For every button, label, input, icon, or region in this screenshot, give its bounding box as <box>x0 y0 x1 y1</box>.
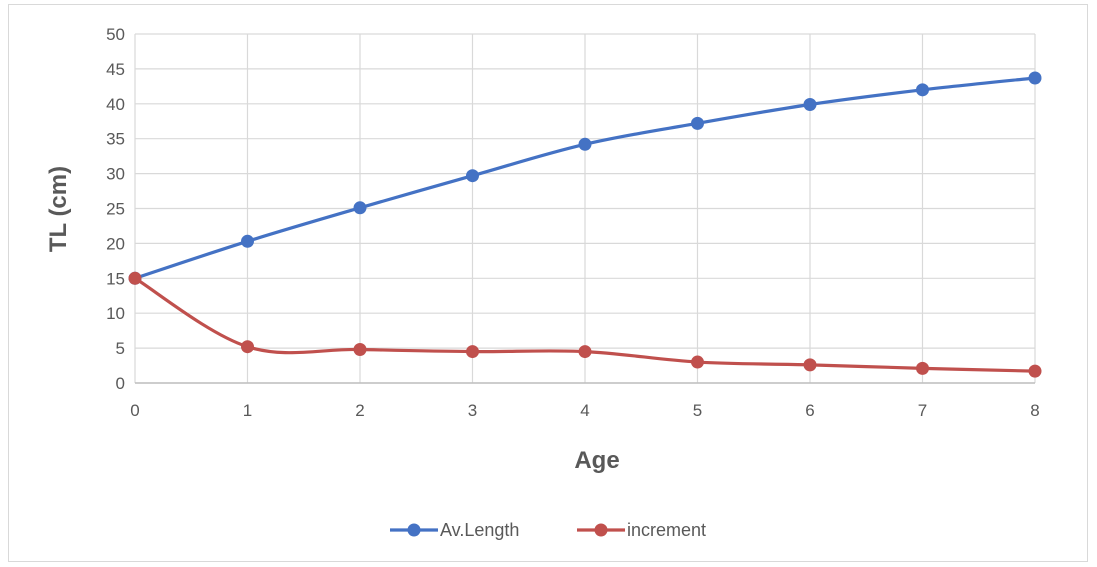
x-tick-label: 3 <box>468 401 477 420</box>
series-av-length <box>128 71 1042 285</box>
data-point <box>241 340 254 354</box>
y-axis-title: TL (cm) <box>45 166 72 252</box>
data-point <box>466 345 479 359</box>
x-tick-label: 6 <box>805 401 814 420</box>
x-tick-label: 8 <box>1030 401 1039 420</box>
y-tick-label: 35 <box>106 130 125 149</box>
data-point <box>578 137 592 151</box>
x-tick-label: 1 <box>243 401 252 420</box>
data-point <box>803 97 817 111</box>
y-axis-ticks: 0 5 10 15 20 25 30 35 40 45 50 <box>106 25 125 393</box>
y-tick-label: 45 <box>106 60 125 79</box>
legend: Av.Length increment <box>390 520 706 540</box>
x-axis-ticks: 0 1 2 3 4 5 6 7 8 <box>130 401 1039 420</box>
chart-frame <box>8 4 1088 562</box>
data-point <box>1028 71 1042 85</box>
x-axis-title: Age <box>574 447 619 474</box>
y-tick-label: 15 <box>106 269 125 288</box>
data-point <box>466 169 479 183</box>
x-tick-label: 4 <box>580 401 589 420</box>
legend-label: Av.Length <box>440 520 519 540</box>
legend-label: increment <box>627 520 706 540</box>
x-tick-label: 2 <box>355 401 364 420</box>
series-increment <box>128 271 1042 378</box>
data-point <box>916 83 929 97</box>
y-tick-label: 5 <box>116 339 125 358</box>
x-tick-label: 5 <box>693 401 702 420</box>
data-point <box>691 116 704 130</box>
data-point <box>1028 364 1042 378</box>
data-point <box>916 361 929 375</box>
y-tick-label: 10 <box>106 304 125 323</box>
y-tick-label: 25 <box>106 200 125 219</box>
y-tick-label: 30 <box>106 165 125 184</box>
data-point <box>353 201 367 215</box>
y-tick-label: 20 <box>106 234 125 253</box>
data-point <box>803 358 817 372</box>
data-point <box>353 342 367 356</box>
gridlines <box>134 33 1036 384</box>
series-layer <box>128 71 1042 378</box>
x-tick-label: 0 <box>130 401 139 420</box>
legend-item: Av.Length <box>390 520 519 540</box>
y-tick-label: 0 <box>116 374 125 393</box>
y-tick-label: 50 <box>106 25 125 44</box>
data-point <box>691 355 704 369</box>
data-point <box>578 345 592 359</box>
x-tick-label: 7 <box>918 401 927 420</box>
data-point <box>128 271 142 285</box>
legend-item: increment <box>577 520 706 540</box>
legend-marker <box>407 523 421 537</box>
y-tick-label: 40 <box>106 95 125 114</box>
legend-marker <box>594 523 608 537</box>
data-point <box>241 234 254 248</box>
